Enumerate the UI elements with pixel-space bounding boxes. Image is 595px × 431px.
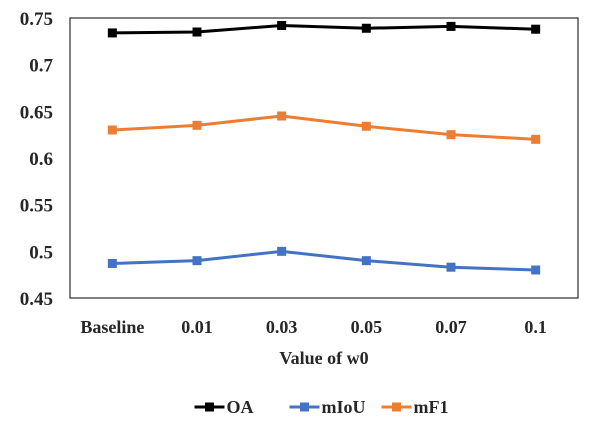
data-point-miou xyxy=(446,262,456,272)
x-axis-tick-labels: Baseline 0.01 0.03 0.05 0.07 0.1 xyxy=(80,317,547,337)
y-tick-label: 0.5 xyxy=(29,242,53,263)
data-point-oa xyxy=(446,21,456,31)
data-point-mf1 xyxy=(361,121,371,131)
y-tick-label: 0.45 xyxy=(20,289,53,310)
y-tick-label: 0.6 xyxy=(29,149,53,170)
legend-item-mf1: mF1 xyxy=(381,397,449,417)
legend-item-miou: mIoU xyxy=(289,397,366,417)
x-tick-label: 0.1 xyxy=(524,317,547,337)
data-point-oa xyxy=(107,28,117,38)
x-tick-label: 0.07 xyxy=(435,317,467,337)
data-point-oa xyxy=(361,23,371,33)
series-line-miou xyxy=(112,249,536,272)
legend-label: mF1 xyxy=(414,397,449,417)
x-axis-label: Value of w0 xyxy=(279,348,368,368)
x-tick-label: 0.01 xyxy=(181,317,213,337)
legend-swatch-marker xyxy=(205,402,214,412)
y-axis-tick-labels: 0.45 0.5 0.55 0.6 0.65 0.7 0.75 xyxy=(20,9,54,310)
x-tick-label: 0.03 xyxy=(266,317,298,337)
x-tick-label: Baseline xyxy=(80,317,144,337)
y-tick-label: 0.7 xyxy=(29,56,53,77)
legend: OA mIoU mF1 xyxy=(194,397,449,417)
series-line-oa xyxy=(112,23,536,35)
legend-label: OA xyxy=(227,397,254,417)
legend-swatch-marker xyxy=(300,402,309,412)
y-tick-label: 0.75 xyxy=(20,9,53,30)
data-point-miou xyxy=(107,258,117,268)
x-tick-label: 0.05 xyxy=(351,317,383,337)
series-lines xyxy=(112,23,536,272)
legend-label: mIoU xyxy=(322,397,366,417)
data-point-mf1 xyxy=(107,125,117,135)
legend-swatch-marker xyxy=(392,402,401,412)
series-line-mf1 xyxy=(112,114,536,141)
data-point-miou xyxy=(192,256,202,266)
data-point-oa xyxy=(277,20,287,30)
data-point-miou xyxy=(531,265,541,275)
plot-area-frame xyxy=(69,17,579,299)
data-point-miou xyxy=(361,256,371,266)
legend-item-oa: OA xyxy=(194,397,254,417)
data-point-mf1 xyxy=(192,120,202,130)
data-point-mf1 xyxy=(446,130,456,140)
data-point-mf1 xyxy=(531,134,541,144)
y-tick-label: 0.65 xyxy=(20,102,53,123)
series-markers xyxy=(107,20,541,275)
y-tick-label: 0.55 xyxy=(20,196,53,217)
data-point-oa xyxy=(531,24,541,34)
data-point-mf1 xyxy=(277,111,287,121)
data-point-oa xyxy=(192,27,202,37)
data-point-miou xyxy=(277,246,287,256)
